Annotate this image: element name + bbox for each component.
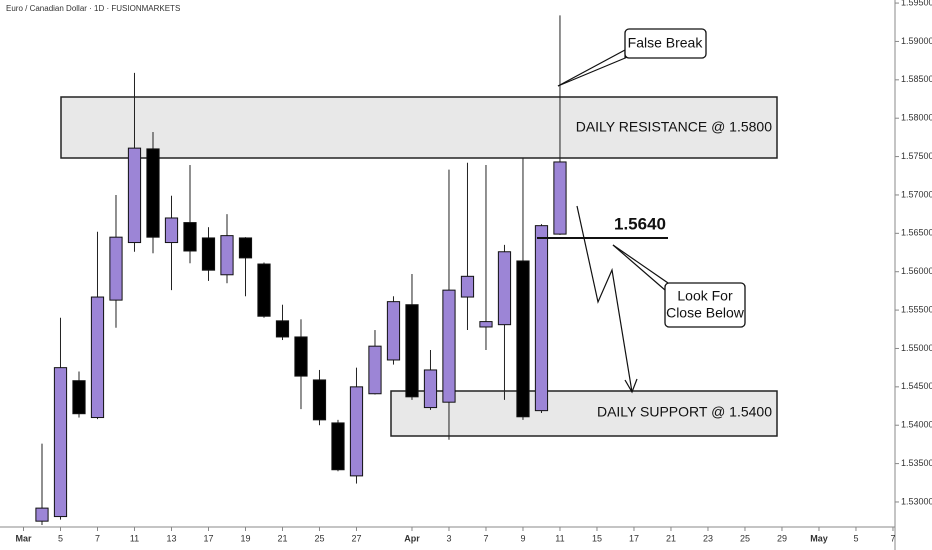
y-tick-label: 1.54000 <box>901 420 932 430</box>
callout-pointer <box>557 48 626 87</box>
callout-box <box>624 28 707 59</box>
candle-body <box>275 320 290 338</box>
x-tick-label: 3 <box>446 533 451 543</box>
x-tick-label: 5 <box>58 533 63 543</box>
candle-body <box>183 222 197 252</box>
x-tick-label: 13 <box>166 533 176 543</box>
candle-body <box>220 235 234 276</box>
candle-body <box>553 161 567 235</box>
candle-body <box>35 507 49 522</box>
x-tick-label: 19 <box>240 533 250 543</box>
candle-body <box>516 260 530 418</box>
callout-text: Look For <box>677 288 733 304</box>
candle-body <box>127 147 142 244</box>
y-tick-label: 1.55000 <box>901 343 932 353</box>
level-label: 1.5640 <box>614 214 666 233</box>
x-tick-label: 17 <box>629 533 639 543</box>
x-tick-label: 5 <box>853 533 858 543</box>
candle-body <box>534 225 549 412</box>
candle-body <box>257 263 271 317</box>
x-tick-label: 21 <box>277 533 287 543</box>
candle-body <box>146 148 160 238</box>
x-tick-label: 29 <box>777 533 787 543</box>
x-tick-label: 21 <box>666 533 676 543</box>
resistance-label: DAILY RESISTANCE @ 1.5800 <box>576 119 773 135</box>
support-label: DAILY SUPPORT @ 1.5400 <box>597 404 772 420</box>
x-tick-label: 7 <box>95 533 100 543</box>
x-tick-label: May <box>810 533 828 543</box>
x-tick-label: Apr <box>404 533 420 543</box>
y-tick-label: 1.54500 <box>901 381 932 391</box>
y-tick-label: 1.53000 <box>901 496 932 506</box>
candle-body <box>53 367 68 518</box>
x-tick-label: 11 <box>555 533 564 543</box>
candle-body <box>442 289 456 403</box>
candle-body <box>368 345 382 395</box>
candle-body <box>90 296 105 419</box>
candle-body <box>386 301 401 361</box>
candle-body <box>72 380 86 415</box>
chart-title: Euro / Canadian Dollar · 1D · FUSIONMARK… <box>6 4 180 13</box>
y-tick-label: 1.55500 <box>901 304 932 314</box>
x-tick-label: 25 <box>314 533 324 543</box>
arrow-head <box>624 378 638 394</box>
candle-body <box>312 379 327 421</box>
callout-pointer <box>612 244 666 291</box>
candle-body <box>460 275 475 298</box>
x-tick-label: 7 <box>483 533 488 543</box>
y-tick-label: 1.56000 <box>901 266 932 276</box>
x-tick-label: 17 <box>203 533 213 543</box>
y-tick-label: 1.59000 <box>901 36 932 46</box>
y-tick-label: 1.58000 <box>901 113 932 123</box>
candle-body <box>405 304 419 398</box>
x-tick-label: 25 <box>740 533 750 543</box>
y-tick-label: 1.59500 <box>901 0 932 7</box>
candle-body <box>201 237 216 271</box>
x-tick-label: 23 <box>703 533 713 543</box>
candle-body <box>164 217 179 244</box>
x-tick-label: Mar <box>15 533 32 543</box>
candle-body <box>331 422 345 471</box>
x-tick-label: 9 <box>520 533 525 543</box>
candle-body <box>349 386 364 477</box>
y-tick-label: 1.58500 <box>901 74 932 84</box>
y-tick-label: 1.53500 <box>901 458 932 468</box>
y-tick-label: 1.57000 <box>901 189 932 199</box>
candle-body <box>423 369 438 409</box>
candle-body <box>238 237 253 259</box>
y-tick-label: 1.56500 <box>901 228 932 238</box>
candle-body <box>109 236 123 301</box>
x-tick-label: 15 <box>592 533 602 543</box>
resistance-zone <box>60 96 778 159</box>
callout-pointer <box>557 55 631 87</box>
callout-text: False Break <box>628 35 704 51</box>
x-tick-label: 7 <box>890 533 895 543</box>
x-tick-label: 11 <box>130 533 139 543</box>
projection-arrow <box>576 205 633 393</box>
candle-body <box>497 251 512 326</box>
y-tick-label: 1.57500 <box>901 151 932 161</box>
callout-box <box>664 282 746 328</box>
x-tick-label: 27 <box>351 533 361 543</box>
candle-body <box>294 336 308 377</box>
callout-text: Close Below <box>666 305 745 321</box>
candle-body <box>479 321 493 328</box>
